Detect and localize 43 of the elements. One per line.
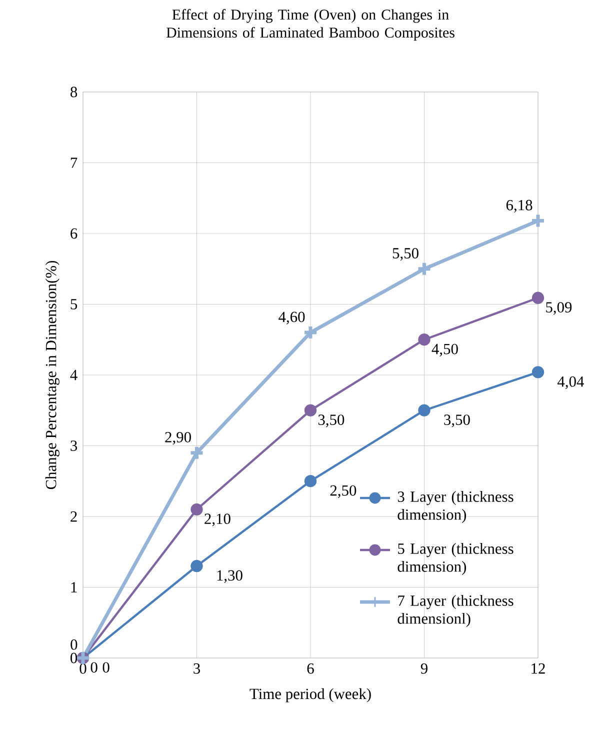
y-tick-label: 0 <box>70 652 78 664</box>
data-label: 3,50 <box>444 414 470 428</box>
point <box>189 445 204 461</box>
x-tick-label: 9 <box>420 663 428 674</box>
point <box>418 404 430 416</box>
point <box>304 404 317 416</box>
x-tick-label: 6 <box>307 663 314 674</box>
y-tick-label: 5 <box>70 299 78 310</box>
data-label: 3,50 <box>318 414 344 428</box>
point <box>532 366 544 378</box>
x-tick-label: 12 <box>532 663 545 674</box>
point <box>304 475 317 488</box>
point <box>190 560 203 572</box>
data-label: 5,50 <box>392 248 418 261</box>
data-label: 2,50 <box>330 485 356 498</box>
y-axis-title: Change Percentage in Dimension(%) <box>45 260 60 490</box>
x-tick-label: 3 <box>194 663 200 674</box>
point <box>530 213 546 229</box>
y-tick-label: 1 <box>71 582 77 592</box>
legend-label: 5 Layer (thickness dimension) <box>398 543 514 575</box>
point <box>416 261 432 277</box>
y-tick-label: 8 <box>70 86 78 98</box>
point <box>418 334 430 346</box>
data-label: 2,90 <box>165 432 191 445</box>
y-tick-label: 3 <box>70 440 78 451</box>
data-label: 5,09 <box>546 302 572 315</box>
legend-label: 3 Layer (thickness dimension) <box>398 491 514 523</box>
y-tick-label: 7 <box>70 158 78 168</box>
data-label: 4,60 <box>278 312 305 324</box>
chart-title: Effect of Drying Time (Oven) on Changes in Dimensions of Laminated Bamboo Composites <box>166 9 454 41</box>
y-tick-label: 4 <box>70 370 78 380</box>
legend-label: 7 Layer (thickness dimensionl) <box>398 595 514 627</box>
data-label: 1,30 <box>217 570 242 583</box>
data-label: 6,18 <box>506 200 532 213</box>
x-axis-title: Time period (week) <box>250 688 371 702</box>
point <box>302 324 318 340</box>
y-tick-label: 6 <box>70 228 78 239</box>
y-tick-label: 2 <box>70 511 77 522</box>
data-label: 4,50 <box>432 344 458 356</box>
point <box>190 503 203 516</box>
data-label: 4,04 <box>557 376 584 390</box>
data-label: 2,10 <box>204 514 230 526</box>
point <box>532 292 544 304</box>
